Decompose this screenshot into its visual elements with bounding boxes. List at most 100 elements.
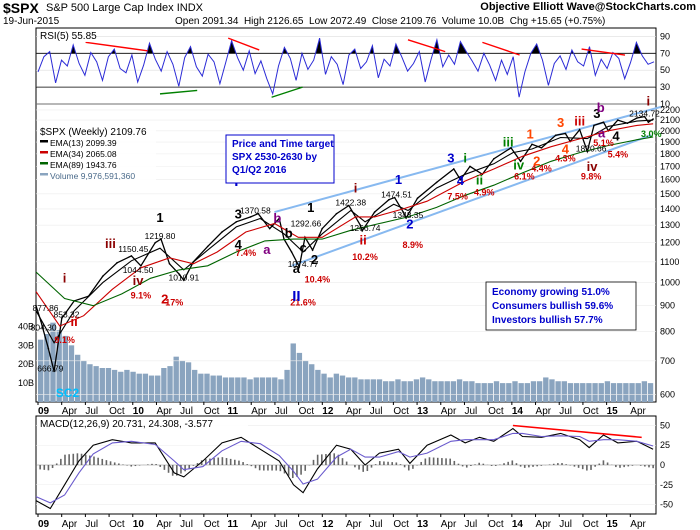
volume-bar: [346, 377, 352, 402]
volume-bar: [93, 366, 99, 402]
price-line: [35, 115, 654, 372]
volume-bar: [130, 371, 136, 402]
volume-bar: [536, 381, 543, 402]
level-annotation: 666.79: [37, 363, 63, 373]
x-tick-label: 14: [512, 406, 524, 417]
x-tick-label: 13: [417, 519, 429, 530]
macd-histogram-bar: [47, 465, 50, 471]
price-legend-bg: [38, 124, 156, 182]
volume-bar: [407, 381, 413, 402]
macd-histogram-bar: [557, 463, 559, 465]
macd-histogram-bar: [329, 453, 331, 465]
macd-histogram-bar: [134, 465, 137, 467]
percent-annotation: 5.1%: [593, 138, 614, 148]
x-tick-label: Oct: [109, 519, 125, 530]
rsi-tick-label: 70: [660, 48, 670, 58]
volume-tick-label: 20B: [18, 359, 34, 369]
volume-bar: [321, 373, 327, 402]
target-box-line: Price and Time target: [232, 139, 334, 150]
volume-bar: [38, 339, 44, 402]
macd-histogram-bar: [453, 460, 456, 465]
x-tick-label: Jul: [275, 406, 288, 417]
price-point: [348, 204, 350, 207]
macd-histogram-bar: [461, 465, 464, 467]
x-tick-label: Oct: [204, 406, 220, 417]
volume-bar: [333, 373, 340, 402]
macd-histogram-bar: [279, 465, 282, 472]
x-tick-label: Apr: [346, 406, 362, 417]
wave-label: 4: [612, 128, 620, 143]
rsi-legend-bg: [38, 30, 96, 42]
price-point: [130, 255, 133, 257]
wave-label: ii: [71, 314, 78, 329]
macd-histogram-bar: [648, 465, 650, 468]
volume-bar: [265, 377, 272, 402]
wave-label: b: [597, 100, 605, 115]
ema-line: [35, 123, 654, 327]
volume-bar: [524, 383, 530, 402]
volume-bar: [167, 366, 173, 402]
macd-histogram-bar: [126, 465, 128, 466]
percent-annotation: 4.4%: [531, 164, 552, 174]
price-tick-label: 1700: [660, 161, 680, 171]
macd-histogram-bar: [188, 465, 191, 469]
rsi-divergence-line: [85, 41, 148, 52]
volume-bar: [623, 383, 629, 402]
macd-histogram-bar: [254, 465, 257, 469]
level-annotation: 877.86: [33, 303, 59, 313]
macd-histogram-bar: [581, 465, 584, 470]
wave-label: 1: [156, 210, 163, 225]
wave-label: i: [647, 93, 651, 108]
macd-histogram-bar: [552, 463, 555, 465]
x-tick-label: Apr: [251, 406, 267, 417]
percent-annotation: 9.1%: [54, 335, 75, 345]
rsi-divergence-line: [159, 89, 198, 95]
level-annotation: 1343.35: [393, 210, 424, 220]
volume-bar: [81, 360, 87, 402]
price-tick-label: 900: [660, 301, 675, 311]
level-annotation: 1422.38: [335, 197, 366, 207]
macd-histogram-bar: [84, 454, 87, 465]
macd-tick-label: 25: [660, 440, 670, 450]
macd-histogram-bar: [594, 465, 596, 467]
wave-label: iii: [503, 135, 514, 150]
macd-histogram-bar: [395, 462, 398, 465]
volume-bar: [50, 322, 56, 402]
x-tick-label: Oct: [393, 519, 409, 530]
target-box-line: Q1/Q2 2016: [232, 165, 287, 176]
x-tick-label: Jul: [180, 406, 193, 417]
wave-label: 4: [562, 141, 570, 156]
x-tick-label: Jul: [464, 519, 477, 530]
macd-histogram-bar: [234, 459, 236, 465]
volume-bar: [315, 369, 321, 402]
macd-histogram-bar: [420, 461, 422, 465]
macd-histogram-bar: [271, 465, 273, 471]
macd-histogram-bar: [548, 464, 551, 465]
rsi-divergence-line: [482, 41, 520, 56]
x-tick-label: Apr: [62, 406, 78, 417]
chart-source: Objective Elliott Wave@StockCharts.com: [480, 1, 696, 13]
volume-bar: [99, 368, 105, 402]
price-point: [493, 157, 495, 160]
wave-label: iii: [105, 236, 116, 251]
volume-bar: [247, 379, 253, 402]
macd-histogram-bar: [325, 454, 327, 465]
price-point: [206, 245, 209, 248]
price-point: [519, 160, 522, 163]
volume-bar: [444, 381, 450, 402]
volume-bar: [296, 352, 303, 402]
volume-bar: [506, 383, 512, 402]
volume-bar: [173, 356, 179, 402]
macd-histogram-bar: [180, 465, 182, 474]
macd-histogram-bar: [93, 456, 95, 465]
percent-annotation: 9.1%: [131, 291, 152, 301]
macd-tick-label: 50: [660, 420, 670, 430]
price-legend-entry: $SPX (Weekly) 2109.76: [40, 127, 147, 138]
macd-histogram-bar: [494, 465, 497, 466]
volume-bar: [512, 381, 518, 402]
volume-bar: [111, 369, 118, 402]
macd-histogram-bar: [341, 458, 344, 465]
macd-histogram-bar: [221, 457, 224, 465]
x-tick-label: Apr: [536, 519, 552, 530]
